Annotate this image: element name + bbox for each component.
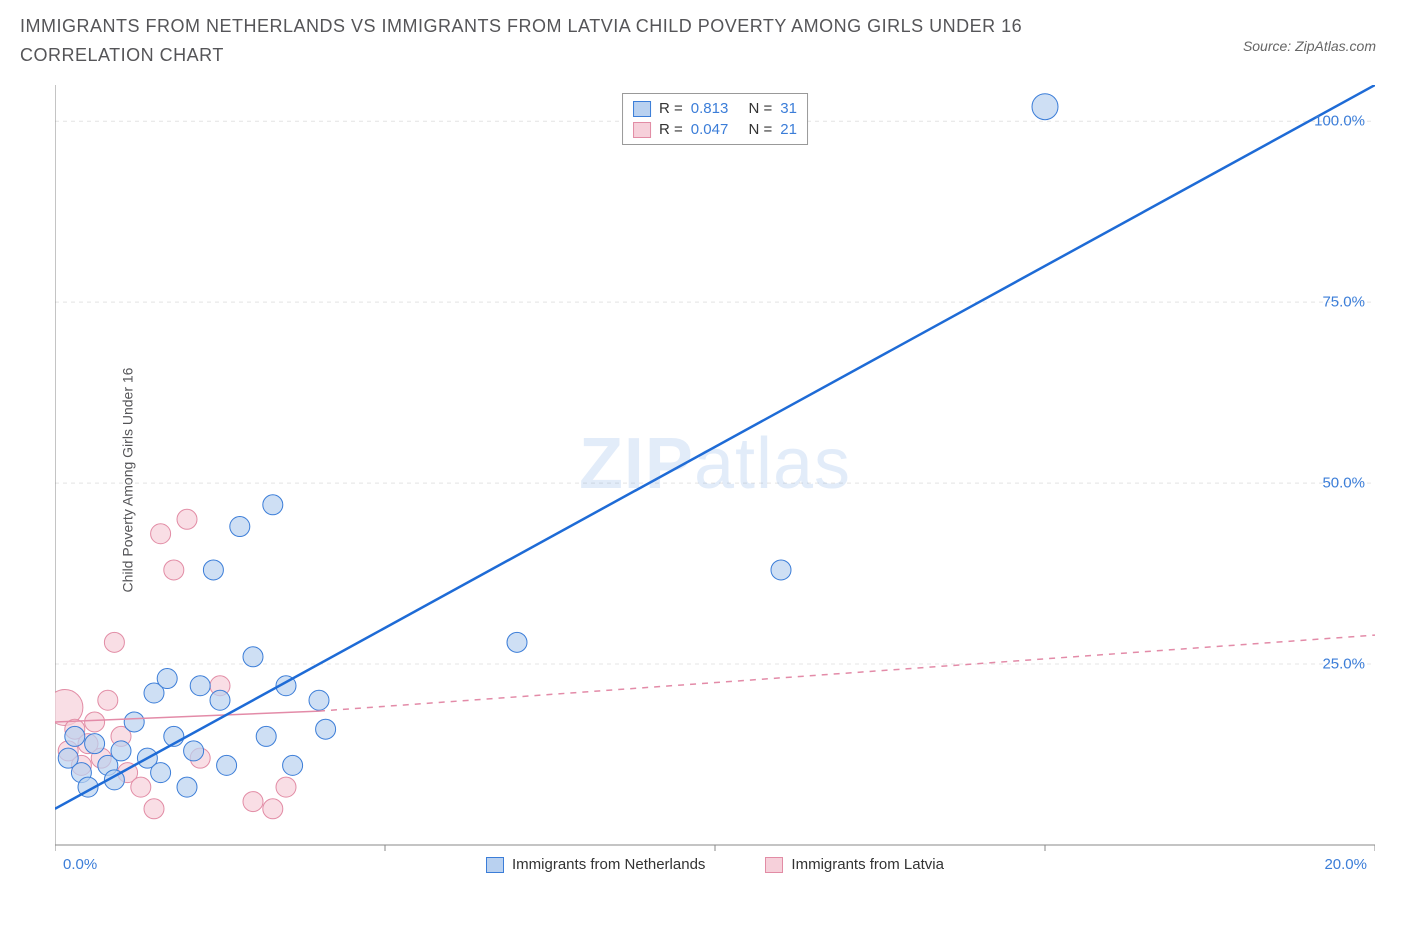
scatter-point-blue — [184, 741, 204, 761]
scatter-point-blue — [230, 517, 250, 537]
n-value: 21 — [780, 121, 797, 138]
scatter-point-blue — [157, 669, 177, 689]
scatter-point-blue — [217, 755, 237, 775]
scatter-point-blue — [65, 726, 85, 746]
scatter-point-pink — [104, 632, 124, 652]
scatter-point-blue — [210, 690, 230, 710]
swatch-pink-icon — [765, 857, 783, 873]
scatter-point-pink — [164, 560, 184, 580]
scatter-point-pink — [98, 690, 118, 710]
scatter-point-blue — [111, 741, 131, 761]
scatter-point-blue — [309, 690, 329, 710]
y-tick-label: 100.0% — [1314, 113, 1365, 130]
scatter-point-pink — [243, 792, 263, 812]
scatter-point-blue — [243, 647, 263, 667]
y-tick-label: 50.0% — [1322, 475, 1365, 492]
stats-box: R = 0.813 N = 31 R = 0.047 N = 21 — [622, 93, 808, 145]
scatter-point-blue — [771, 560, 791, 580]
scatter-point-blue — [177, 777, 197, 797]
n-label: N = — [749, 121, 773, 138]
scatter-point-pink — [276, 777, 296, 797]
n-value: 31 — [780, 100, 797, 117]
stats-row-series2: R = 0.047 N = 21 — [633, 119, 797, 140]
r-value: 0.813 — [691, 100, 729, 117]
scatter-point-blue — [85, 734, 105, 754]
chart-title: IMMIGRANTS FROM NETHERLANDS VS IMMIGRANT… — [20, 12, 1100, 70]
legend-label: Immigrants from Netherlands — [512, 856, 705, 873]
r-value: 0.047 — [691, 121, 729, 138]
trend-line-pink-dashed — [319, 635, 1375, 711]
scatter-point-blue — [190, 676, 210, 696]
scatter-point-blue — [283, 755, 303, 775]
swatch-blue-icon — [633, 101, 651, 117]
legend-item-series1: Immigrants from Netherlands — [486, 856, 705, 873]
scatter-point-pink — [144, 799, 164, 819]
scatter-point-blue — [263, 495, 283, 515]
r-label: R = — [659, 100, 683, 117]
y-tick-label: 75.0% — [1322, 294, 1365, 311]
scatter-point-blue — [316, 719, 336, 739]
source-attribution: Source: ZipAtlas.com — [1243, 38, 1376, 54]
legend: Immigrants from Netherlands Immigrants f… — [55, 856, 1375, 873]
swatch-blue-icon — [486, 857, 504, 873]
legend-item-series2: Immigrants from Latvia — [765, 856, 944, 873]
scatter-point-blue — [256, 726, 276, 746]
scatter-point-blue — [151, 763, 171, 783]
y-tick-label: 25.0% — [1322, 656, 1365, 673]
scatter-point-pink — [85, 712, 105, 732]
stats-row-series1: R = 0.813 N = 31 — [633, 98, 797, 119]
scatter-plot — [55, 85, 1375, 875]
r-label: R = — [659, 121, 683, 138]
scatter-point-blue — [1032, 94, 1058, 120]
scatter-point-pink — [263, 799, 283, 819]
scatter-point-pink — [177, 509, 197, 529]
scatter-point-pink — [151, 524, 171, 544]
chart-area: Child Poverty Among Girls Under 16 ZIPat… — [55, 85, 1375, 875]
scatter-point-blue — [124, 712, 144, 732]
trend-line-blue — [55, 85, 1375, 809]
scatter-point-pink — [131, 777, 151, 797]
legend-label: Immigrants from Latvia — [791, 856, 944, 873]
scatter-point-blue — [203, 560, 223, 580]
swatch-pink-icon — [633, 122, 651, 138]
n-label: N = — [749, 100, 773, 117]
scatter-point-blue — [507, 632, 527, 652]
